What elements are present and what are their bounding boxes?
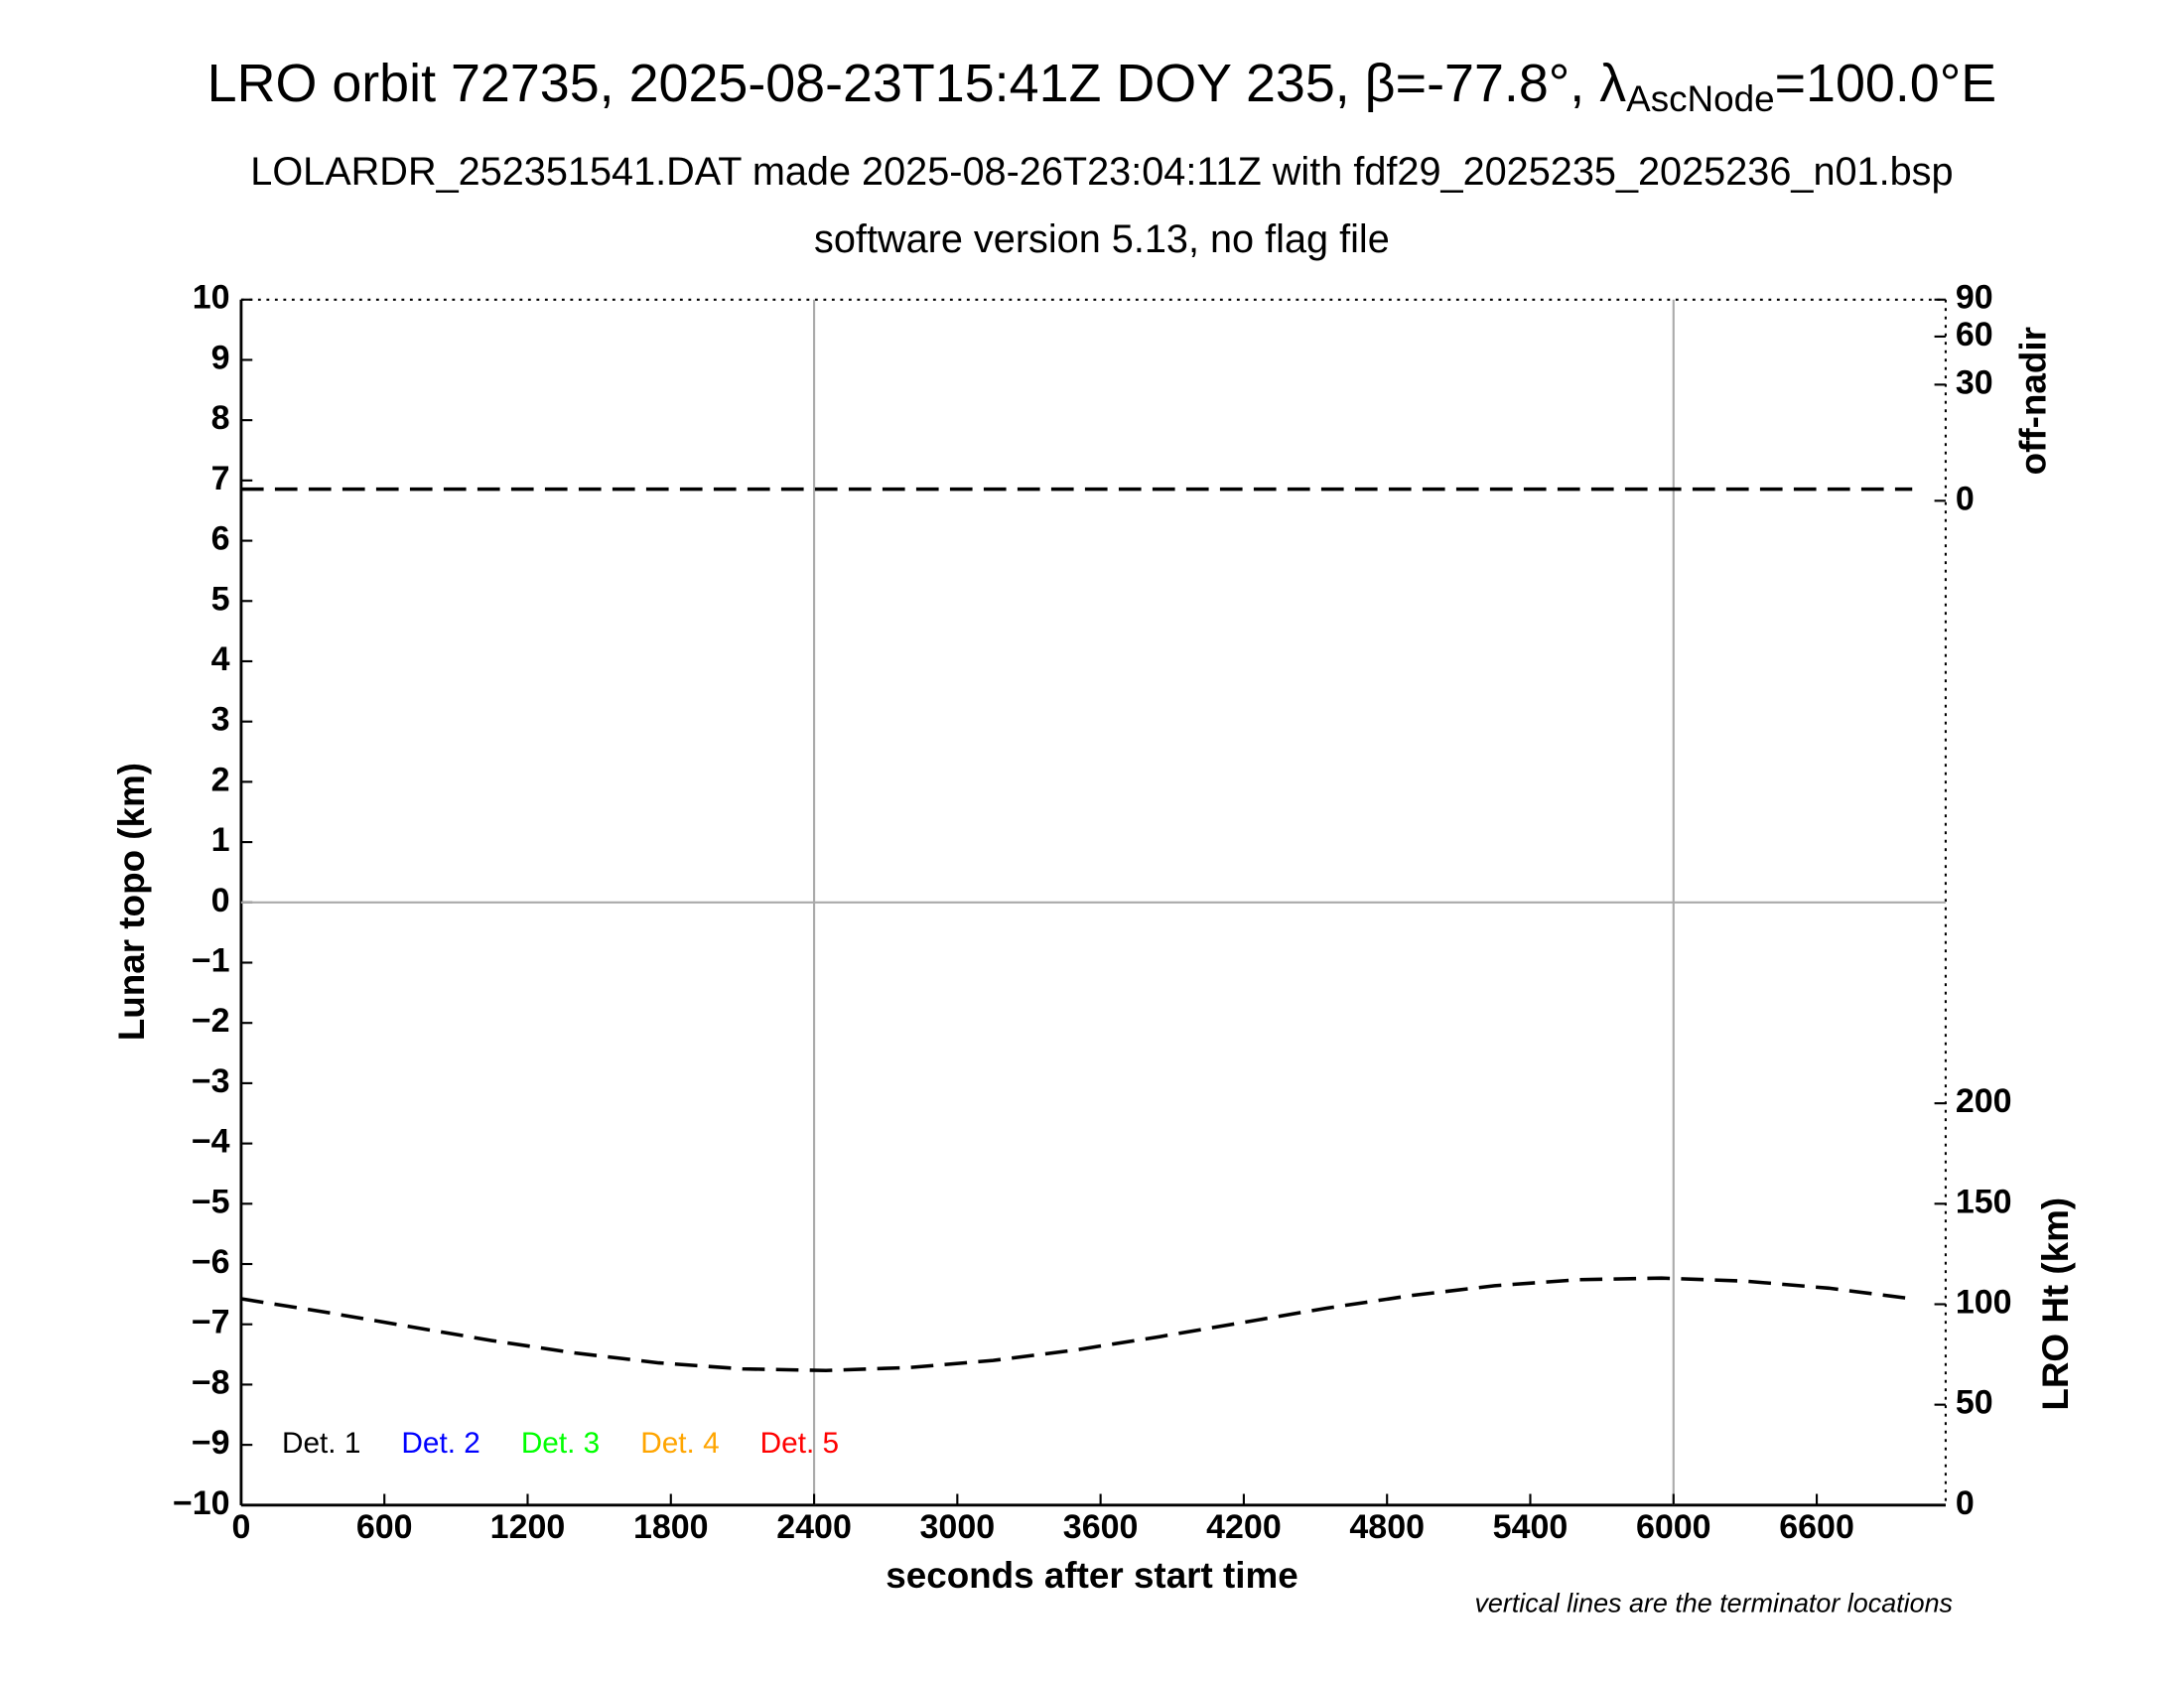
y3-tick-label: 200 <box>1956 1082 2012 1120</box>
y3-tick-label: 150 <box>1956 1183 2012 1220</box>
y-tick-label: 8 <box>211 399 230 437</box>
y2-tick-label: 60 <box>1956 316 1993 353</box>
y-tick-label: 6 <box>211 520 230 558</box>
chart-title: LRO orbit 72735, 2025-08-23T15:41Z DOY 2… <box>207 54 1996 119</box>
subtitle: software version 5.13, no flag file <box>814 217 1390 261</box>
y-tick-label: −3 <box>192 1062 230 1100</box>
y-tick-label: 2 <box>211 761 230 798</box>
x-tick-label: 4800 <box>1349 1508 1425 1546</box>
y-axis-title: Lunar topo (km) <box>111 763 152 1041</box>
x-tick-label: 2400 <box>776 1508 852 1546</box>
y-tick-label: 1 <box>211 821 230 859</box>
x-tick-label: 1800 <box>633 1508 709 1546</box>
y-tick-label: 0 <box>211 882 230 919</box>
y-tick-label: 5 <box>211 580 230 618</box>
y-tick-label: 7 <box>211 460 230 497</box>
y-tick-label: −2 <box>192 1002 230 1040</box>
series-line <box>240 1276 1913 1373</box>
x-tick-label: 6600 <box>1779 1508 1854 1546</box>
legend-entry: Det. 3 <box>521 1427 600 1460</box>
x-tick-label: 4200 <box>1206 1508 1282 1546</box>
x-tick-label: 1200 <box>490 1508 566 1546</box>
x-axis-title: seconds after start time <box>886 1555 1298 1596</box>
legend-entry: Det. 1 <box>282 1427 360 1460</box>
x-tick-label: 5400 <box>1493 1508 1569 1546</box>
y-tick-label: −5 <box>192 1183 230 1220</box>
x-tick-label: 3600 <box>1063 1508 1139 1546</box>
y-tick-label: −6 <box>192 1243 230 1281</box>
title-end: =100.0°E <box>1775 54 1997 113</box>
y3-tick-label: 50 <box>1956 1384 1993 1422</box>
y-tick-label: −8 <box>192 1363 230 1401</box>
y-tick-label: −10 <box>173 1484 230 1522</box>
x-tick-label: 600 <box>356 1508 413 1546</box>
y-tick-label: −9 <box>192 1424 230 1462</box>
y2-tick-label: 0 <box>1956 480 1975 517</box>
note: vertical lines are the terminator locati… <box>1474 1589 1953 1618</box>
y2-axis-title: off-nadir <box>2012 327 2053 475</box>
title-main: LRO orbit 72735, 2025-08-23T15:41Z DOY 2… <box>207 54 1627 113</box>
y-tick-label: −7 <box>192 1304 230 1341</box>
legend-entry: Det. 5 <box>760 1427 839 1460</box>
y3-axis-title: LRO Ht (km) <box>2035 1197 2076 1411</box>
y3-tick-label: 0 <box>1956 1484 1975 1522</box>
x-tick-label: 0 <box>231 1508 250 1546</box>
y-tick-label: −1 <box>192 941 230 979</box>
y-tick-label: 10 <box>193 279 230 317</box>
y-tick-label: 4 <box>211 640 230 678</box>
legend-entry: Det. 4 <box>640 1427 719 1460</box>
x-tick-label: 6000 <box>1636 1508 1711 1546</box>
legend-entry: Det. 2 <box>401 1427 479 1460</box>
x-tick-label: 3000 <box>920 1508 996 1546</box>
y2-tick-label: 30 <box>1956 363 1993 401</box>
title-subscript: AscNode <box>1626 78 1774 119</box>
y3-tick-label: 100 <box>1956 1283 2012 1321</box>
y-tick-label: 9 <box>211 339 230 376</box>
subtitle: LOLARDR_252351541.DAT made 2025-08-26T23… <box>250 150 1953 194</box>
y-tick-label: −4 <box>192 1123 230 1161</box>
y-tick-label: 3 <box>211 701 230 739</box>
y2-tick-label: 90 <box>1956 279 1993 317</box>
